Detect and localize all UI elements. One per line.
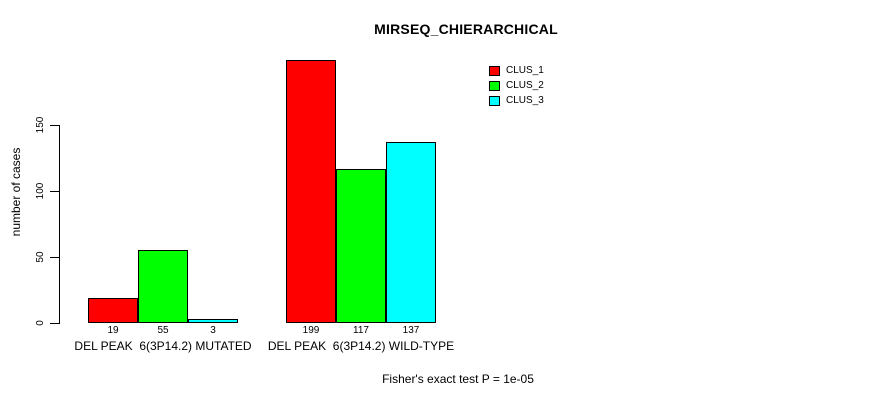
bar-clus_2-group1 bbox=[138, 250, 188, 323]
legend: CLUS_1 CLUS_2 CLUS_3 bbox=[489, 63, 544, 108]
legend-label: CLUS_2 bbox=[506, 80, 544, 91]
x-axis-group-label: DEL PEAK 6(3P14.2) WILD-TYPE bbox=[267, 339, 455, 353]
legend-label: CLUS_1 bbox=[506, 65, 544, 76]
y-axis-tick-label: 50 bbox=[35, 251, 46, 263]
legend-item: CLUS_1 bbox=[489, 63, 544, 78]
y-axis-line bbox=[59, 125, 60, 324]
legend-label: CLUS_3 bbox=[506, 95, 544, 106]
bar-value-label: 55 bbox=[157, 325, 169, 336]
bar-value-label: 137 bbox=[402, 325, 420, 336]
bar-clus_1-group1 bbox=[88, 298, 138, 323]
bar-clus_3-group2 bbox=[386, 142, 436, 323]
y-axis-tick bbox=[50, 323, 59, 324]
y-axis-tick bbox=[50, 191, 59, 192]
y-axis-tick-label: 100 bbox=[35, 182, 46, 200]
chart-title: MIRSEQ_CHIERARCHICAL bbox=[374, 21, 558, 37]
bar-value-label: 199 bbox=[302, 325, 320, 336]
legend-item: CLUS_2 bbox=[489, 78, 544, 93]
fisher-test-annotation: Fisher's exact test P = 1e-05 bbox=[382, 372, 534, 386]
x-axis-group-label: DEL PEAK 6(3P14.2) MUTATED bbox=[74, 339, 252, 353]
y-axis-tick-label: 0 bbox=[35, 320, 46, 326]
bar-clus_2-group2 bbox=[336, 169, 386, 323]
bar-clus_3-group1 bbox=[188, 319, 238, 323]
y-axis-title: number of cases bbox=[9, 147, 23, 237]
bar-clus_1-group2 bbox=[286, 60, 336, 323]
legend-swatch-clus_1 bbox=[489, 65, 500, 76]
y-axis-tick bbox=[50, 125, 59, 126]
y-axis-tick-label: 150 bbox=[35, 116, 46, 134]
bar-value-label: 19 bbox=[107, 325, 119, 336]
legend-item: CLUS_3 bbox=[489, 93, 544, 108]
legend-swatch-clus_3 bbox=[489, 95, 500, 106]
y-axis-tick bbox=[50, 257, 59, 258]
bar-value-label: 117 bbox=[353, 325, 369, 336]
bar-value-label: 3 bbox=[210, 325, 216, 336]
legend-swatch-clus_2 bbox=[489, 80, 500, 91]
